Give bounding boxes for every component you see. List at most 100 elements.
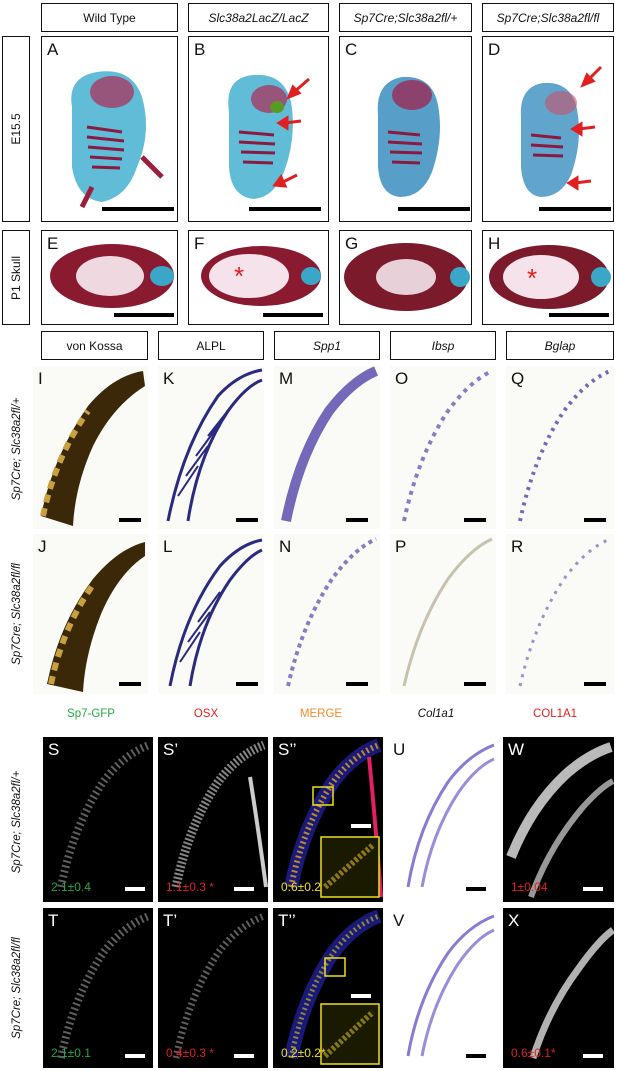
scale-bar <box>583 1054 603 1058</box>
scale-bar <box>464 682 486 686</box>
scale-bar <box>583 887 603 891</box>
panel-letter: R <box>511 537 524 556</box>
panel-T1-osx-ko: T’ 0.4±0.3 * <box>158 908 268 1068</box>
quantification-value: 0.2±0.2* <box>281 1046 326 1060</box>
panel-S2-merge-het: S’’ 0.6±0.2 <box>273 737 383 902</box>
quantification-value: 0.6±0.1* <box>511 1046 556 1060</box>
panel-U-col1a1-het: U <box>388 737 498 902</box>
histology-image <box>402 537 493 687</box>
scale-bar <box>102 207 174 211</box>
side-label-het-histology: Sp7Cre; Slc38a2fl/+ <box>11 397 23 500</box>
panel-letter: T’’ <box>278 911 296 930</box>
scale-bar <box>346 518 368 522</box>
panel-E-skull-wildtype: E <box>41 230 178 325</box>
scale-bar <box>119 682 141 686</box>
panel-K-alpl-het: K <box>158 366 264 529</box>
skull-image: * <box>489 245 611 309</box>
panel-G-skull-het: G <box>339 230 472 325</box>
panel-C-skeleton-het: C <box>339 36 472 222</box>
panel-letter: A <box>47 40 59 59</box>
panel-letter: T <box>48 911 59 930</box>
header-col1a1-protein: COL1A1 <box>532 708 578 720</box>
fluorescence-image <box>171 740 268 888</box>
panel-H-skull-ko: H * <box>482 230 614 325</box>
scale-bar <box>234 1054 254 1058</box>
panel-T-sp7-gfp-ko: T 2.1±0.1 <box>43 908 153 1068</box>
panel-letter: D <box>488 40 501 59</box>
header-sp7-gfp: Sp7-GFP <box>67 708 115 720</box>
header-spp1: Spp1 <box>274 331 380 360</box>
histology-image <box>168 538 263 687</box>
panel-W-col1a1-protein-het: W 1±0.04 <box>503 737 614 902</box>
panel-letter: K <box>163 369 175 388</box>
panel-A-skeleton-wildtype: A <box>41 36 178 222</box>
header-bglap: Bglap <box>506 331 614 360</box>
panel-J-von-kossa-ko: J <box>33 534 148 694</box>
svg-text:*: * <box>234 261 244 291</box>
quantification-value: 2.1±0.4 <box>51 880 91 894</box>
header-sp7cre-ko: Sp7Cre;Slc38a2fl/fl <box>482 3 614 32</box>
scale-bar <box>125 887 145 891</box>
header-alpl: ALPL <box>158 331 264 360</box>
row-label-p1: P1 Skull <box>2 230 30 325</box>
side-label-ko-histology: Sp7Cre; Slc38a2fl/fl <box>11 563 23 665</box>
svg-text:*: * <box>527 263 537 293</box>
panel-letter: V <box>393 911 405 930</box>
histology-image <box>47 542 145 692</box>
quantification-value: 1.1±0.3 * <box>166 880 214 894</box>
panel-letter: U <box>393 740 406 759</box>
scale-bar <box>464 518 486 522</box>
quantification-value: 0.4±0.3 * <box>166 1046 214 1060</box>
panel-D-skeleton-ko: D <box>482 36 614 222</box>
fluorescence-image <box>506 742 614 899</box>
panel-letter: G <box>345 234 359 253</box>
embryo-skeleton-image <box>71 71 164 209</box>
histology-image <box>518 369 611 522</box>
panel-I-von-kossa-het: I <box>33 366 148 529</box>
panel-X-col1a1-protein-ko: X 0.6±0.1* <box>503 908 614 1068</box>
fluorescence-image <box>57 912 151 1059</box>
embryo-skeleton-image <box>520 65 603 197</box>
panel-letter: M <box>279 369 294 388</box>
panel-letter: W <box>508 740 525 759</box>
panel-L-alpl-ko: L <box>158 534 264 694</box>
histology-image <box>406 743 495 888</box>
panel-letter: L <box>163 537 173 556</box>
header-von-kossa: von Kossa <box>41 331 148 360</box>
scale-bar <box>114 313 174 317</box>
scale-bar <box>549 313 609 317</box>
panel-letter: H <box>488 234 501 253</box>
panel-F-skull-lacz: F * <box>188 230 329 325</box>
histology-image <box>166 368 263 522</box>
panel-letter: B <box>194 40 206 59</box>
scale-bar <box>236 682 258 686</box>
scale-bar <box>351 994 371 998</box>
panel-R-bglap-ko: R <box>506 534 614 694</box>
fluorescence-image <box>57 741 151 888</box>
side-label-het-fluorescence: Sp7Cre; Slc38a2fl/+ <box>11 770 23 874</box>
panel-letter: S’ <box>163 740 179 759</box>
quantification-value: 1±0.04 <box>511 880 548 894</box>
scale-bar <box>125 1054 145 1058</box>
fluorescence-image <box>284 738 383 898</box>
scale-bar <box>234 887 254 891</box>
header-sp7cre-het: Sp7Cre;Slc38a2fl/+ <box>339 3 472 32</box>
skull-image <box>344 243 470 311</box>
scale-bar <box>584 682 606 686</box>
panel-letter: F <box>194 234 205 253</box>
fluorescence-image <box>284 909 382 1065</box>
header-col1a1-rna: Col1a1 <box>417 708 455 720</box>
panel-V-col1a1-ko: V <box>388 908 498 1068</box>
scale-bar <box>346 682 368 686</box>
scale-bar <box>466 887 486 891</box>
skull-image <box>50 244 174 308</box>
header-wild-type: Wild Type <box>41 3 178 32</box>
panel-Q-bglap-het: Q <box>506 366 614 529</box>
header-merge: MERGE <box>299 708 343 720</box>
panel-O-ibsp-het: O <box>390 366 496 529</box>
embryo-skeleton-image <box>228 74 310 199</box>
panel-letter: T’ <box>163 911 178 930</box>
panel-B-skeleton-lacz: B <box>188 36 329 222</box>
panel-letter: N <box>279 537 292 556</box>
scale-bar <box>249 207 321 211</box>
